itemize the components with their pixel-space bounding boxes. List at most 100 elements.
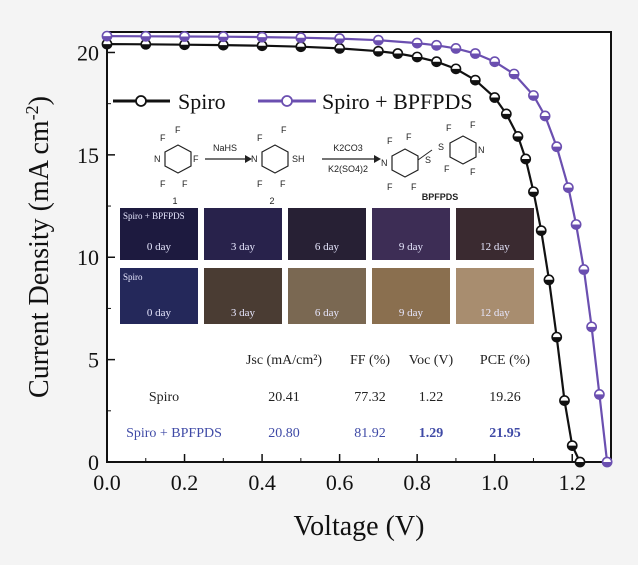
data-point xyxy=(217,31,229,43)
series-1 xyxy=(101,30,613,468)
atom-F: F xyxy=(470,120,476,130)
x-tick-label: 1.2 xyxy=(558,470,586,495)
data-point xyxy=(528,90,539,101)
data-point xyxy=(101,38,113,50)
film-photos: Spiro + BPFPDS Spiro 0 day 3 day 6 day 9… xyxy=(120,208,534,324)
day-label: 3 day xyxy=(231,307,256,319)
photo-bpfpds-9 xyxy=(372,208,450,260)
table-cell-jsc: 20.80 xyxy=(268,426,300,441)
x-tick-label: 0.4 xyxy=(248,470,276,495)
day-label: 0 day xyxy=(147,241,172,253)
data-point xyxy=(520,153,532,165)
photo-bpfpds-0 xyxy=(120,208,198,260)
legend-marker-spiro xyxy=(135,95,147,107)
atom-F: F xyxy=(160,133,166,143)
table-cell-voc: 1.29 xyxy=(419,426,444,441)
data-point xyxy=(450,42,462,54)
atom-F: F xyxy=(182,179,188,189)
data-point xyxy=(586,321,598,333)
data-point xyxy=(508,68,520,80)
x-tick-label: 1.0 xyxy=(481,470,509,495)
data-point xyxy=(551,331,563,343)
table-cell-voc: 1.22 xyxy=(419,390,444,405)
data-point xyxy=(140,30,152,42)
series-layer xyxy=(101,30,613,468)
data-point xyxy=(528,186,539,198)
data-point xyxy=(411,51,423,63)
table-header-pce: PCE (%) xyxy=(480,353,531,368)
data-point xyxy=(431,56,442,68)
series-line xyxy=(106,43,581,463)
reagent-nahs: NaHS xyxy=(213,143,237,153)
table-cell-ff: 81.92 xyxy=(354,426,386,441)
data-point xyxy=(411,37,423,49)
y-axis-title-sup: -2 xyxy=(22,105,42,120)
atom-N-1: N xyxy=(154,154,161,164)
atom-F: F xyxy=(175,125,181,135)
photo-row-tag-bpfpds: Spiro + BPFPDS xyxy=(123,211,185,221)
y-axis-title-close: ) xyxy=(24,96,55,105)
day-label: 12 day xyxy=(480,307,510,319)
atom-F: F xyxy=(160,179,166,189)
y-tick-label: 20 xyxy=(77,40,99,65)
y-tick-label: 10 xyxy=(77,245,99,270)
data-point xyxy=(535,225,547,237)
axis-ticks xyxy=(106,51,612,463)
compound-label-2: 2 xyxy=(269,196,274,206)
photo-spiro-9 xyxy=(372,268,450,324)
atom-F: F xyxy=(411,182,417,192)
legend-label-bpfpds: Spiro + BPFPDS xyxy=(322,89,473,114)
data-point xyxy=(601,456,613,468)
photo-bpfpds-3 xyxy=(204,208,282,260)
atom-SH: SH xyxy=(292,154,305,164)
atom-F: F xyxy=(281,125,287,135)
atom-N-3a: N xyxy=(381,158,388,168)
y-axis-title: Current Density (mA cm-2) xyxy=(22,96,55,398)
data-point xyxy=(101,30,113,42)
table-cell-pce: 19.26 xyxy=(489,390,521,405)
data-point xyxy=(334,33,346,44)
reaction-scheme: N F F F F F 1 NaHS N F F SH F F 2 K2CO3 … xyxy=(154,120,485,206)
data-point xyxy=(570,219,582,230)
photo-bpfpds-6 xyxy=(288,208,366,260)
pyridine-ring-1 xyxy=(164,144,192,174)
atom-F: F xyxy=(387,136,393,146)
table-header-voc: Voc (V) xyxy=(409,353,454,368)
photo-spiro-12 xyxy=(456,268,534,324)
data-point xyxy=(539,110,551,122)
data-point xyxy=(512,131,524,142)
parameters-table: Jsc (mA/cm²) FF (%) Voc (V) PCE (%) Spir… xyxy=(126,353,530,441)
atom-N-2: N xyxy=(251,154,258,164)
atom-F: F xyxy=(387,182,393,192)
data-point xyxy=(372,34,384,46)
atom-F: F xyxy=(257,133,263,143)
atom-S: S xyxy=(425,155,431,165)
table-cell-ff: 77.32 xyxy=(354,390,386,405)
atom-F: F xyxy=(444,164,450,174)
table-header-jsc: Jsc (mA/cm²) xyxy=(246,353,322,368)
product-label-bpfpds: BPFPDS xyxy=(422,192,459,202)
data-point xyxy=(543,274,555,286)
data-point xyxy=(559,395,570,406)
pyridine-ring-3a xyxy=(391,148,419,178)
photo-spiro-6 xyxy=(288,268,366,324)
tick-labels: 0.0 0.2 0.4 0.6 0.8 1.0 1.2 0 5 10 15 20 xyxy=(77,40,586,495)
data-point xyxy=(489,56,501,68)
photo-row-tag-spiro: Spiro xyxy=(123,272,143,282)
x-tick-label: 0.6 xyxy=(326,470,354,495)
table-row-label-bpfpds: Spiro + BPFPDS xyxy=(126,426,222,441)
table-cell-pce: 21.95 xyxy=(489,426,521,441)
data-point xyxy=(500,108,512,120)
y-axis-title-main: Current Density (mA cm xyxy=(24,120,55,398)
data-point xyxy=(578,264,590,275)
table-cell-jsc: 20.41 xyxy=(268,390,300,405)
day-label: 0 day xyxy=(147,307,172,319)
day-label: 6 day xyxy=(315,307,340,319)
y-tick-label: 0 xyxy=(88,450,99,475)
data-point xyxy=(179,31,190,42)
photo-spiro-0 xyxy=(120,268,198,324)
x-tick-label: 0.0 xyxy=(93,470,121,495)
data-point xyxy=(372,45,384,57)
day-label: 9 day xyxy=(399,307,424,319)
